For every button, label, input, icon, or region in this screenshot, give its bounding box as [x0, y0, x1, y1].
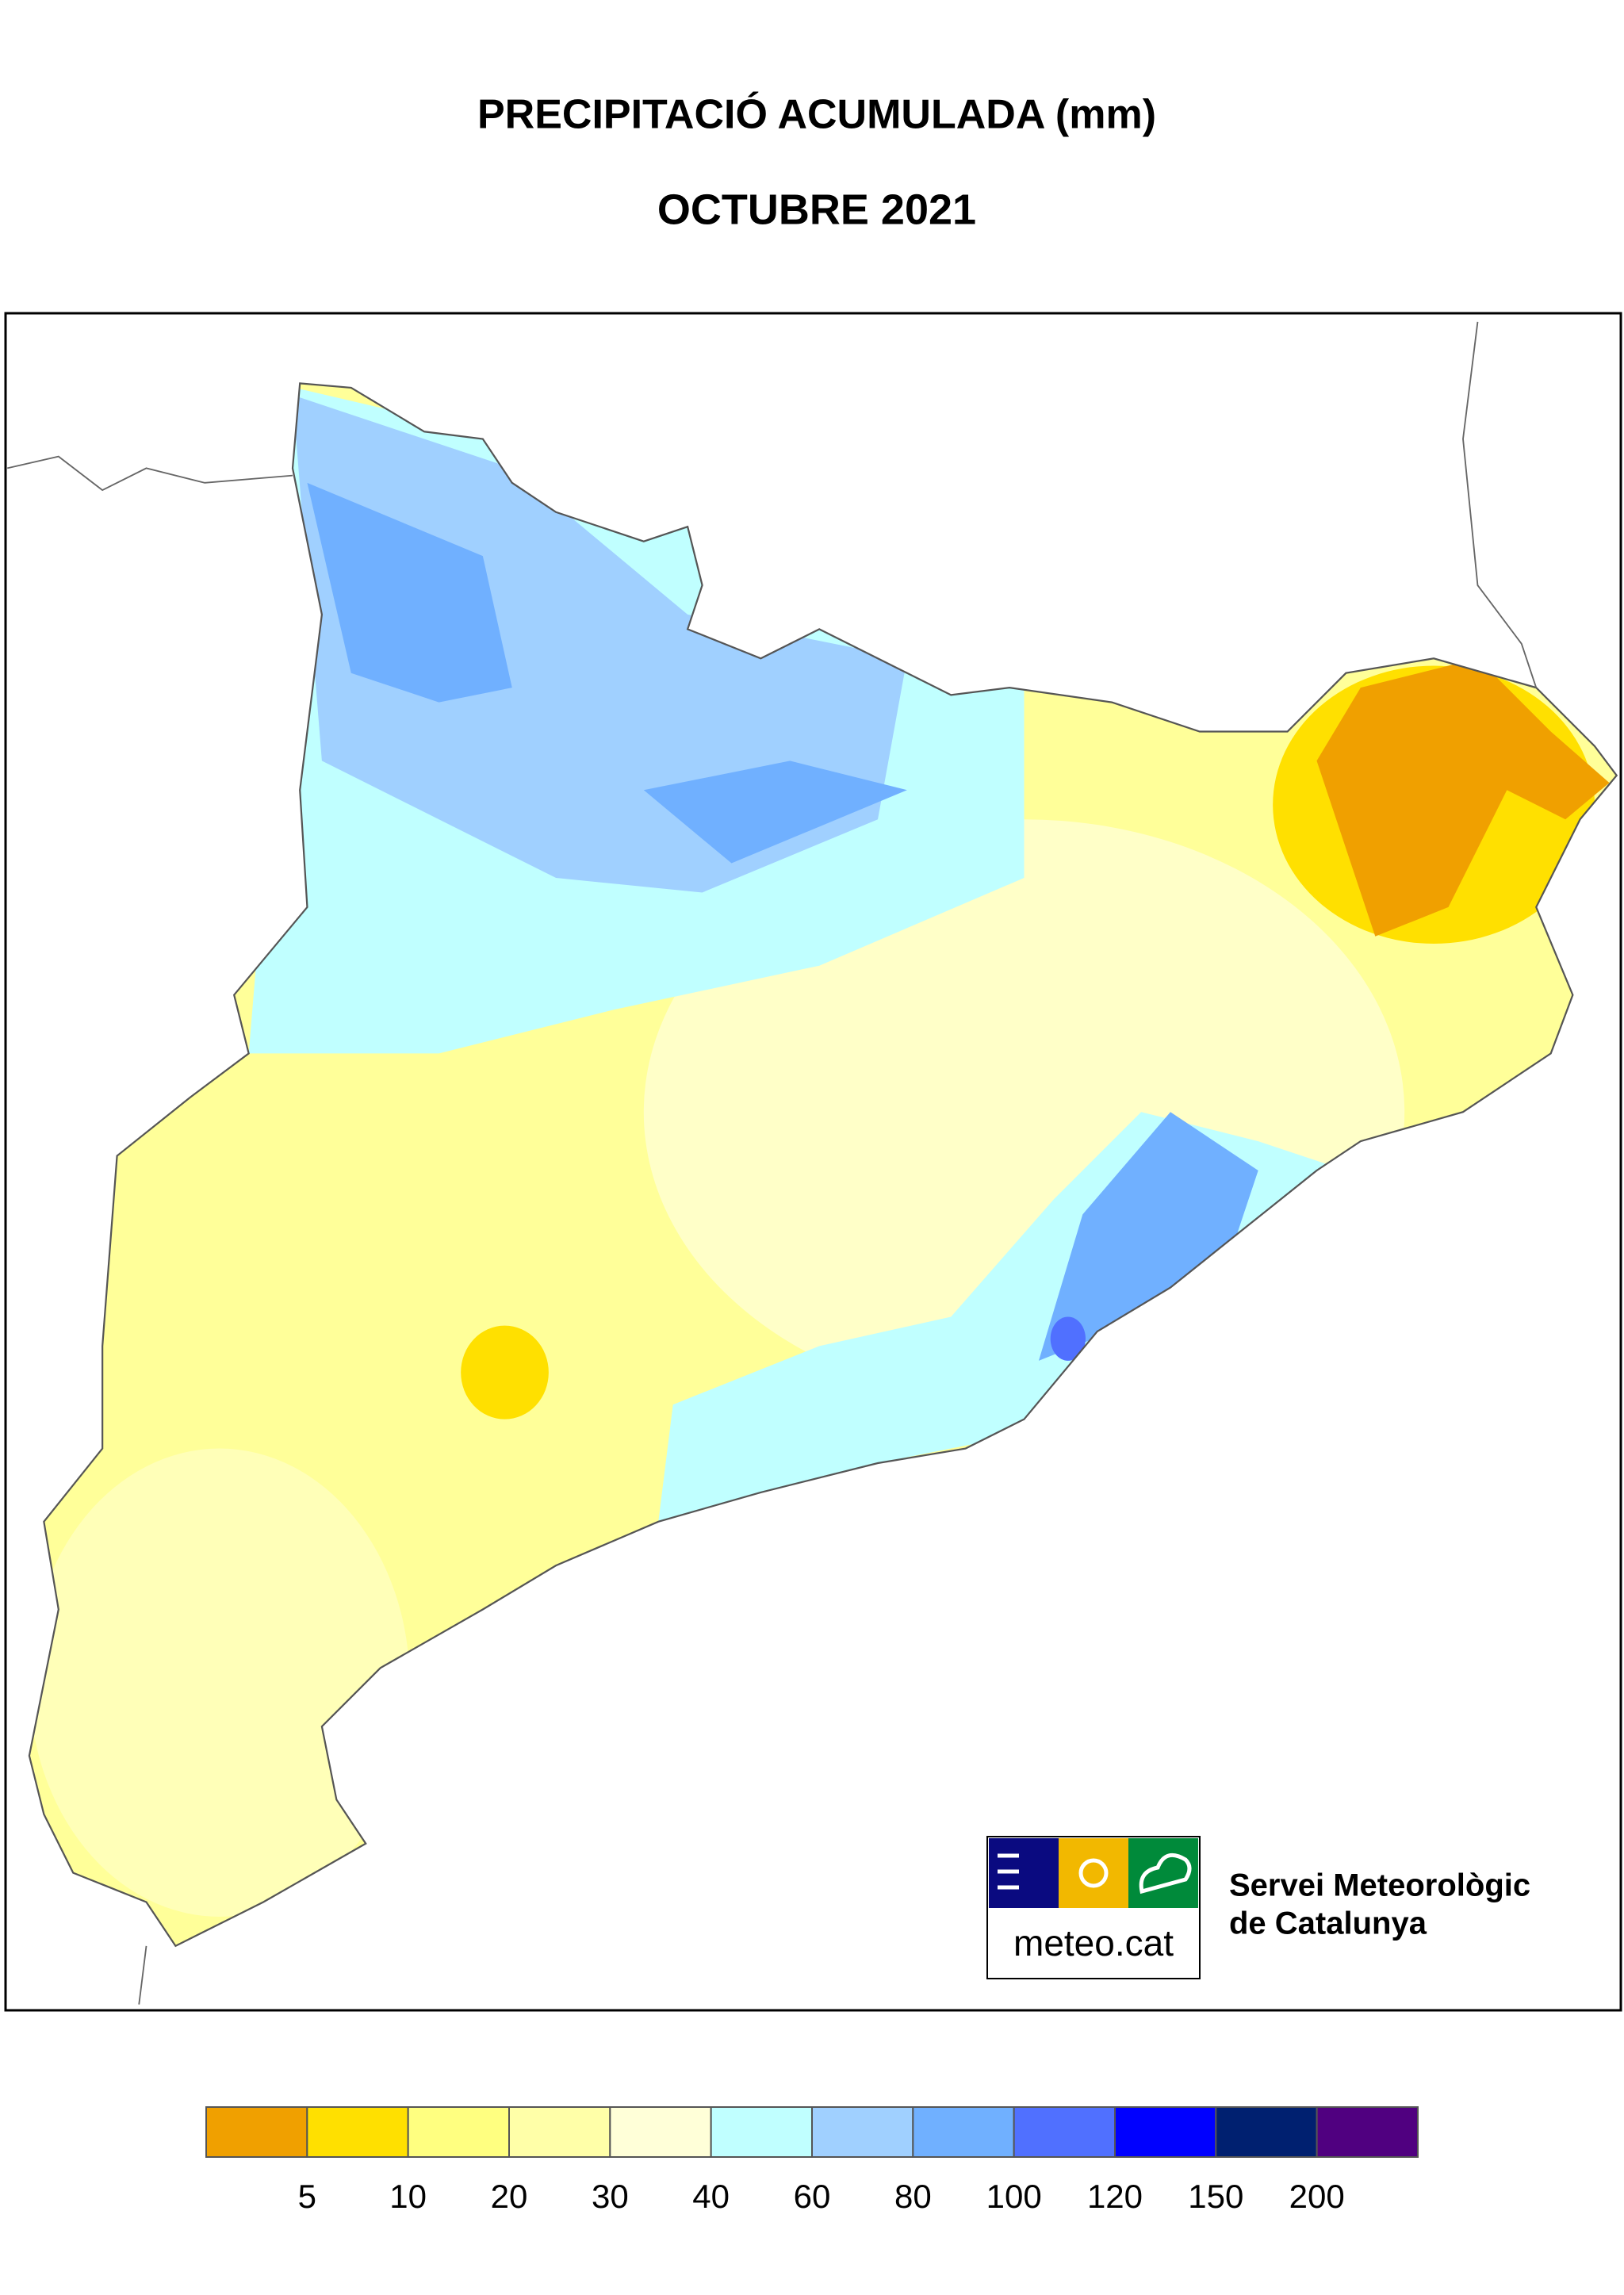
legend-label: 100 — [986, 2178, 1042, 2215]
legend-swatch — [205, 2106, 308, 2158]
legend-swatch — [508, 2106, 611, 2158]
legend: 5 10 20 30 40 60 80 100 120 150 200 — [205, 2106, 1419, 2215]
legend-label: 30 — [592, 2178, 629, 2215]
legend-swatch — [1316, 2106, 1419, 2158]
legend-swatch — [609, 2106, 712, 2158]
legend-swatch — [1013, 2106, 1116, 2158]
legend-label: 200 — [1289, 2178, 1345, 2215]
logo: meteo.cat — [986, 1836, 1201, 1979]
title: PRECIPITACIÓ ACUMULADA (mm) — [477, 92, 1156, 138]
legend-swatch — [1215, 2106, 1318, 2158]
legend-label: 80 — [894, 2178, 932, 2215]
border — [138, 1945, 147, 2005]
legend-swatch — [710, 2106, 814, 2158]
legend-swatch — [407, 2106, 511, 2158]
legend-label: 5 — [298, 2178, 316, 2215]
legend-swatch — [1114, 2106, 1217, 2158]
subtitle: OCTUBRE 2021 — [657, 186, 976, 233]
legend-label: 10 — [389, 2178, 427, 2215]
legend-label: 60 — [794, 2178, 831, 2215]
org-name: de Catalunya — [1229, 1906, 1427, 1941]
border — [1462, 321, 1538, 688]
legend-swatch — [912, 2106, 1015, 2158]
legend-label: 20 — [491, 2178, 528, 2215]
legend-label: 120 — [1087, 2178, 1143, 2215]
legend-swatch — [306, 2106, 409, 2158]
org-name: Servei Meteorològic — [1229, 1868, 1530, 1903]
border — [28, 382, 1618, 1948]
legend-label: 150 — [1188, 2178, 1243, 2215]
border — [7, 455, 293, 492]
logo-site: meteo.cat — [1013, 1922, 1174, 1964]
legend-label: 40 — [692, 2178, 730, 2215]
legend-swatch — [811, 2106, 914, 2158]
